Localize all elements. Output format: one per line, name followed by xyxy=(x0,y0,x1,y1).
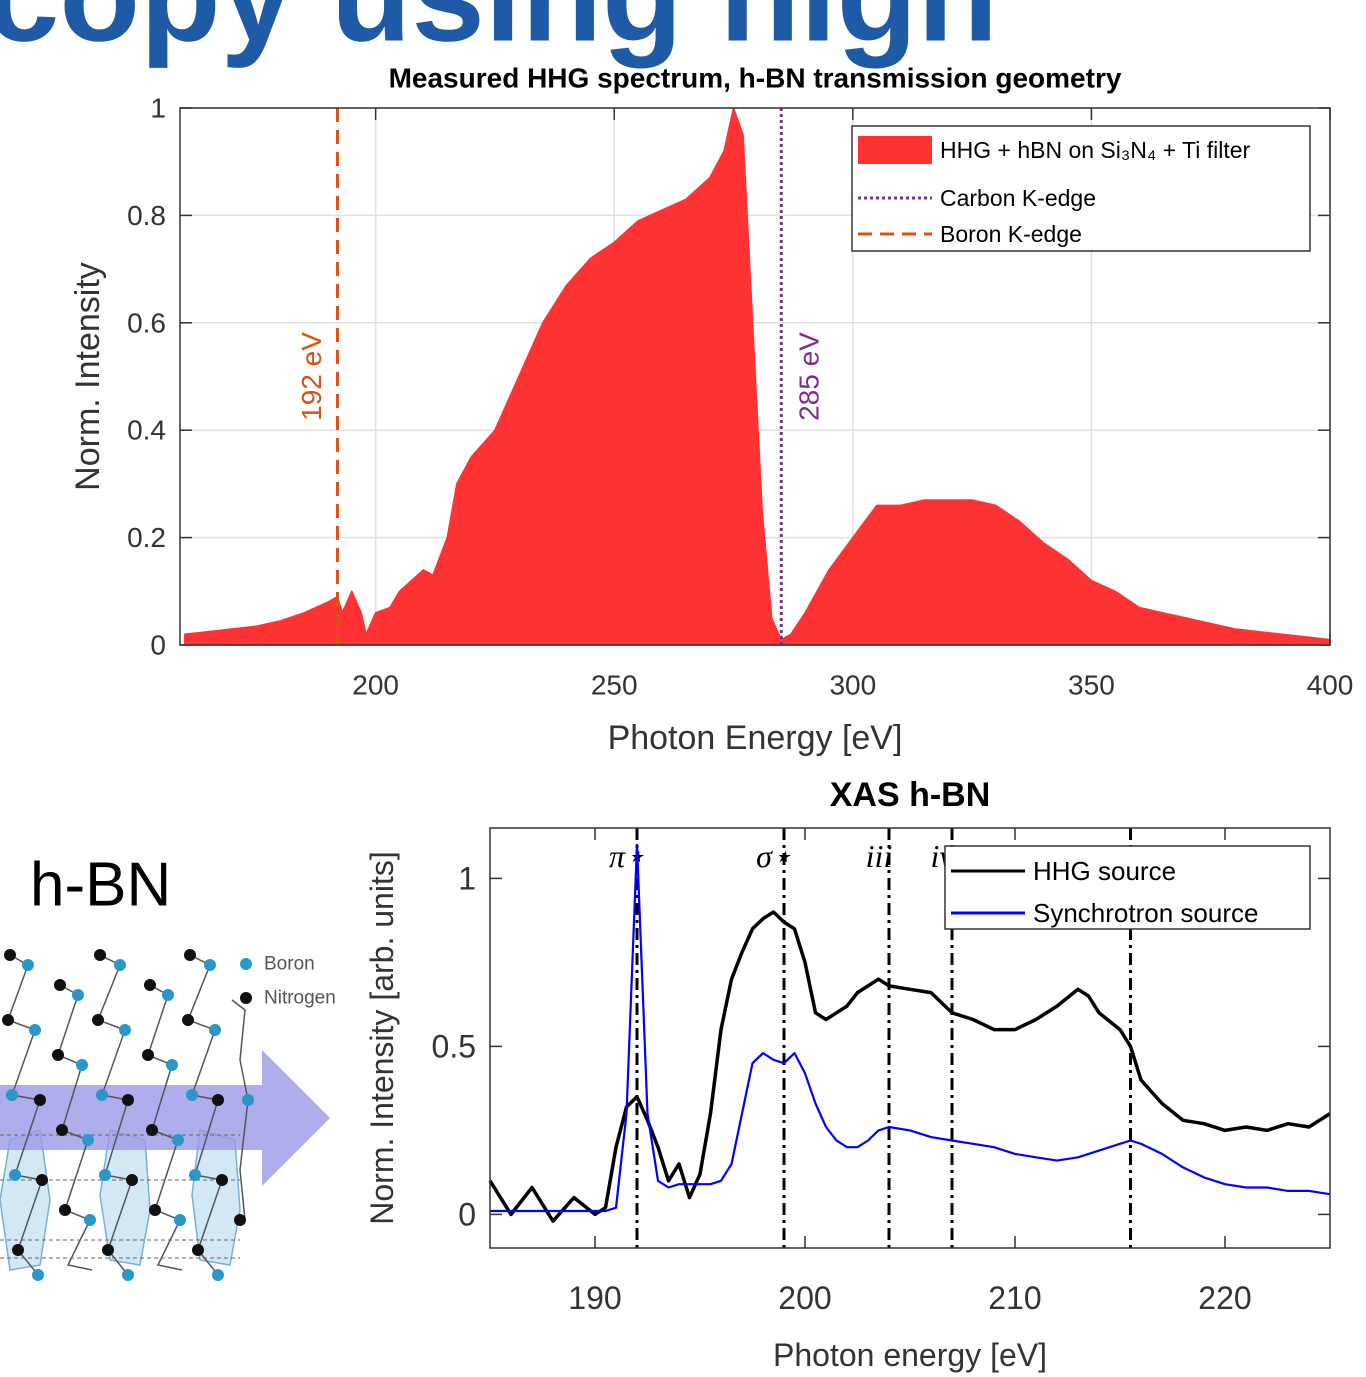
chart: Measured HHG spectrum, h-BN transmission… xyxy=(69,63,1353,758)
y-tick-label: 1 xyxy=(150,93,166,124)
legend-label: HHG + hBN on Si₃N₄ + Ti filter xyxy=(940,137,1251,163)
lattice-illustration xyxy=(0,949,330,1281)
plot-frame xyxy=(179,107,1331,646)
y-tick-label: 0.5 xyxy=(432,1028,476,1064)
x-tick-label: 300 xyxy=(829,670,876,701)
line xyxy=(490,843,1331,1213)
chart-title: Measured HHG spectrum, h-BN transmission… xyxy=(389,63,1122,94)
x-tick-label: 210 xyxy=(988,1280,1041,1316)
chart-title: XAS h-BN xyxy=(830,776,991,814)
legend-label: HHG source xyxy=(1033,856,1176,886)
y-tick-label: 0 xyxy=(458,1196,476,1232)
legend-label: Synchrotron source xyxy=(1033,898,1258,928)
illustration-legend: Nitrogen xyxy=(264,988,336,1009)
illustration-legend: Boron xyxy=(264,954,315,975)
x-tick-label: 200 xyxy=(352,670,399,701)
chart: XAS h-BN Photon energy [eV] Norm. Intensit… xyxy=(364,776,1331,1373)
x-axis-label: Photon Energy [eV] xyxy=(608,719,903,757)
legend-box xyxy=(944,845,1311,930)
reference-label: σ⋆ xyxy=(756,838,792,874)
reference-label: 192 eV xyxy=(296,332,327,421)
legend-label: Carbon K-edge xyxy=(940,185,1096,211)
area xyxy=(184,107,1331,646)
y-tick-label: 0.6 xyxy=(127,307,166,338)
illustration-label: h-BN xyxy=(30,851,171,920)
line xyxy=(488,910,1331,1223)
reference-label: iii xyxy=(866,838,893,874)
reference-label: π⋆ xyxy=(609,838,645,874)
y-tick-label: 0.2 xyxy=(127,522,166,553)
y-axis-label: Norm. Intensity xyxy=(69,262,107,491)
y-tick-label: 0.8 xyxy=(127,200,166,231)
x-tick-label: 350 xyxy=(1068,670,1115,701)
x-tick-label: 250 xyxy=(591,670,638,701)
reference-label: 285 eV xyxy=(794,332,825,421)
legend-swatch xyxy=(858,136,932,164)
x-tick-label: 190 xyxy=(568,1280,621,1316)
x-tick-label: 220 xyxy=(1198,1280,1251,1316)
slide-title: copy using high xyxy=(0,0,998,69)
y-axis-label: Norm. Intensity [arb. units] xyxy=(364,851,400,1224)
x-tick-label: 200 xyxy=(778,1280,831,1316)
legend-label: Boron K-edge xyxy=(940,221,1082,247)
plot-frame xyxy=(489,827,1331,1249)
x-tick-label: 400 xyxy=(1307,670,1354,701)
y-tick-label: 1 xyxy=(458,860,476,896)
y-tick-label: 0 xyxy=(150,630,166,661)
y-tick-label: 0.4 xyxy=(127,415,166,446)
x-axis-label: Photon energy [eV] xyxy=(773,1337,1047,1373)
